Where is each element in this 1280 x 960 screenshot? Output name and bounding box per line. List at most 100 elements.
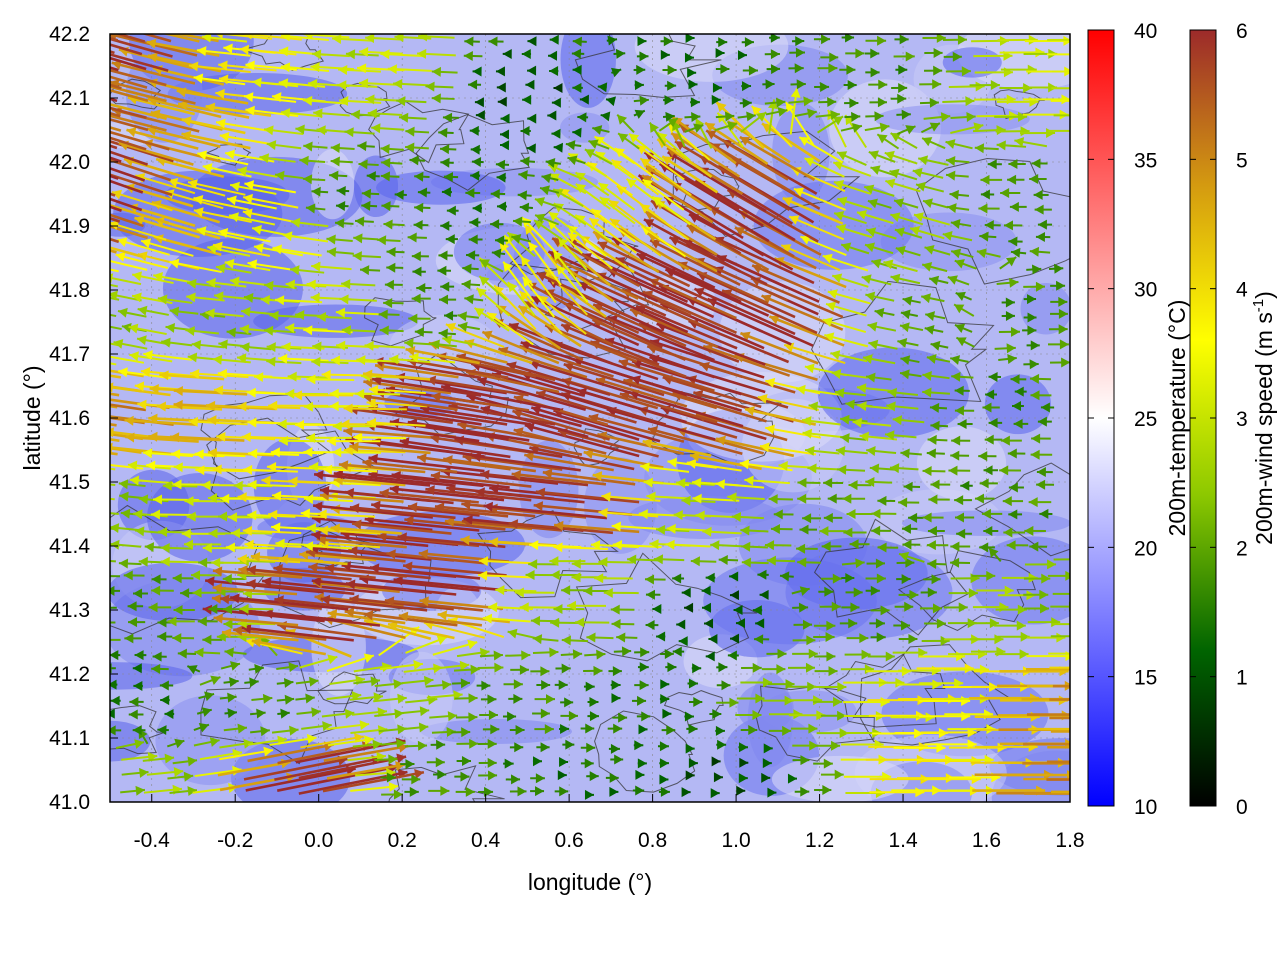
wind-vector-shaft: [371, 439, 485, 458]
wind-vector-head: [483, 501, 494, 512]
wind-vector-head: [316, 534, 327, 545]
wind-vector-head: [789, 215, 800, 225]
wind-vector-head: [269, 310, 279, 321]
wind-vector-shaft: [384, 599, 483, 612]
wind-vector-head: [237, 401, 247, 412]
wind-vector-head: [152, 494, 163, 505]
wind-vector-head: [865, 476, 875, 487]
wind-vector-shaft: [351, 522, 452, 535]
wind-vector-shaft: [368, 456, 485, 473]
wind-vector-head: [91, 308, 101, 318]
wind-vector-head: [476, 287, 487, 298]
wind-vector-head: [527, 65, 537, 76]
wind-vector-head: [667, 118, 678, 128]
wind-vector-head: [443, 171, 454, 182]
wind-vector-head: [1028, 497, 1038, 508]
wind-vector-head: [146, 460, 156, 471]
wind-vector-head: [759, 589, 769, 600]
wind-vector-head: [38, 34, 48, 44]
wind-vector-shaft: [219, 749, 274, 761]
wind-vector-shaft: [193, 197, 249, 211]
wind-vector-head: [540, 742, 550, 753]
wind-vector-head: [237, 492, 247, 503]
wind-vector-shaft: [316, 537, 407, 549]
wind-vector-head: [344, 708, 355, 719]
wind-vector-head: [386, 549, 396, 560]
wind-vector-head: [874, 307, 885, 318]
wind-vector-head: [641, 711, 651, 722]
wind-vector-head: [885, 651, 895, 662]
wind-vector-head: [207, 244, 218, 254]
wind-vector-head: [438, 328, 448, 339]
wind-vector-head: [1029, 246, 1040, 257]
wind-vector-head: [965, 96, 975, 107]
wind-vector-shaft: [364, 517, 480, 532]
temperature-patch: [110, 662, 193, 690]
wind-vector-head: [681, 495, 691, 506]
wind-vector-head: [678, 636, 688, 647]
wind-vector-head: [370, 676, 380, 687]
wind-vector-head: [198, 722, 209, 733]
terrain-contour: [368, 101, 470, 164]
colorbar-tick-label: 3: [1236, 408, 1248, 431]
x-tick-label: 0.0: [304, 829, 333, 852]
wind-vector-head: [807, 463, 817, 474]
terrain-contour: [300, 520, 383, 567]
wind-vector-head: [755, 693, 765, 704]
wind-vector-head: [431, 392, 441, 402]
wind-vector-head: [202, 634, 212, 645]
wind-vector-head: [636, 253, 647, 263]
colorbar-tick-label: 25: [1134, 408, 1157, 431]
wind-vector-head: [685, 743, 695, 754]
wind-vector-head: [781, 244, 792, 254]
wind-vector-head: [540, 708, 550, 719]
wind-vector-head: [117, 307, 128, 318]
wind-vector-head: [535, 487, 546, 498]
wind-vector-head: [684, 711, 694, 722]
wind-vector-head: [538, 295, 549, 306]
wind-vector-head: [687, 67, 697, 78]
wind-vector-head: [866, 446, 876, 457]
wind-vector-head: [951, 371, 961, 382]
y-tick-label: 42.2: [49, 23, 90, 46]
wind-vector-head: [212, 241, 223, 252]
wind-vector-shaft: [642, 440, 712, 457]
wind-vector-head: [852, 417, 863, 428]
wind-vector-head: [940, 635, 950, 646]
wind-vector-head: [532, 634, 543, 645]
wind-vector-head: [399, 437, 410, 448]
wind-vector-head: [353, 233, 363, 244]
wind-vector-head: [299, 155, 309, 166]
wind-vector-head: [110, 200, 111, 203]
wind-vector-shaft: [110, 369, 144, 378]
wind-vector-head: [922, 512, 932, 523]
wind-vector-head: [575, 183, 587, 194]
wind-vector-shaft: [110, 385, 171, 397]
wind-vector-head: [372, 375, 382, 386]
wind-vector-head: [832, 273, 843, 284]
wind-vector-head: [692, 663, 702, 674]
wind-vector-head: [612, 666, 622, 677]
terrain-contour: [574, 34, 722, 98]
wind-vector-head: [507, 628, 518, 639]
wind-vector-head: [434, 502, 445, 513]
wind-vector-head: [386, 772, 396, 783]
wind-vector-head: [549, 647, 559, 658]
wind-vector-shaft: [110, 355, 145, 364]
wind-vector-head: [359, 720, 370, 731]
wind-vector-head: [148, 602, 158, 613]
wind-vector-head: [121, 323, 132, 333]
wind-vector-head: [135, 785, 145, 796]
wind-vector-head: [830, 350, 841, 360]
wind-vector-head: [908, 633, 918, 644]
wind-vector-shaft: [319, 493, 404, 503]
wind-vector-head: [584, 149, 596, 159]
wind-vector-head: [544, 724, 554, 735]
wind-vector-shaft: [205, 104, 272, 117]
wind-vector-head: [762, 758, 772, 769]
wind-vector-head: [92, 539, 101, 549]
wind-vector-head: [123, 570, 133, 581]
wind-vector-shaft: [110, 325, 122, 331]
wind-vector-head: [468, 712, 478, 723]
wind-vector-head: [827, 493, 837, 504]
